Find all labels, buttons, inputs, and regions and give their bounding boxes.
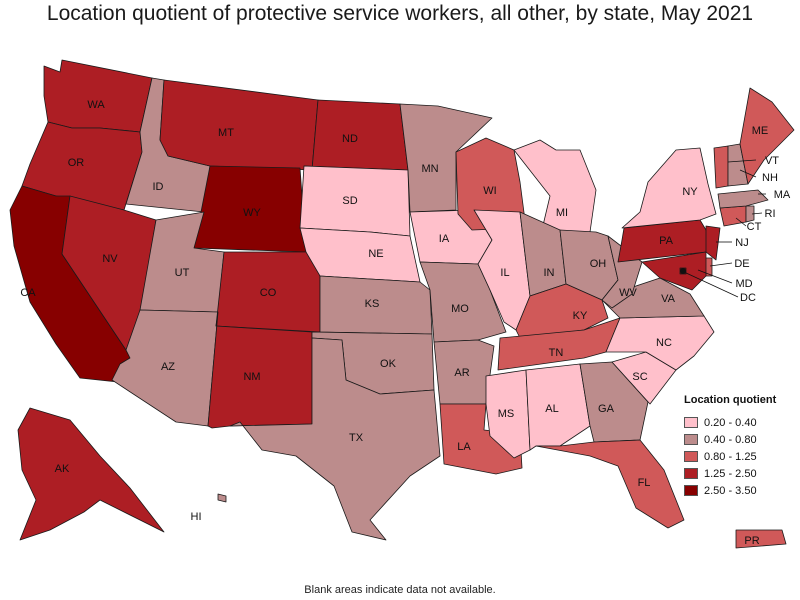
state-label-ga: GA [598, 403, 615, 415]
state-ny [621, 147, 717, 229]
state-label-al: AL [545, 403, 558, 415]
state-label-mt: MT [218, 127, 234, 139]
legend-swatch [684, 485, 698, 496]
state-label-wv: WV [619, 287, 637, 299]
state-label-md: MD [735, 278, 752, 290]
state-label-ct: CT [747, 221, 762, 233]
state-fl [535, 439, 685, 529]
state-ma [717, 189, 769, 209]
state-ks [319, 275, 433, 335]
state-label-co: CO [260, 287, 277, 299]
legend-label: 0.80 - 1.25 [704, 450, 757, 463]
state-label-me: ME [752, 125, 769, 137]
state-wi [455, 137, 527, 231]
state-md [641, 251, 707, 291]
state-label-nm: NM [243, 371, 260, 383]
state-leader-line [735, 217, 747, 227]
state-label-nj: NJ [735, 237, 748, 249]
state-label-ar: AR [454, 367, 469, 379]
state-mn [399, 103, 493, 213]
state-label-wi: WI [483, 185, 496, 197]
state-label-wy: WY [243, 207, 261, 219]
state-label-nc: NC [656, 337, 672, 349]
map-title: Location quotient of protective service … [46, 2, 754, 25]
state-label-sd: SD [342, 195, 357, 207]
state-vt [713, 145, 729, 189]
state-label-in: IN [544, 267, 555, 279]
state-label-pa: PA [659, 235, 674, 247]
state-label-vt: VT [765, 155, 779, 167]
state-wa [43, 59, 153, 133]
state-label-ky: KY [573, 310, 588, 322]
dc-marker [680, 268, 686, 274]
state-hi [217, 493, 227, 503]
state-label-ne: NE [368, 248, 383, 260]
legend-item: 0.40 - 0.80 [684, 431, 796, 448]
state-leader-line [697, 269, 733, 284]
state-label-az: AZ [161, 361, 175, 373]
state-label-il: IL [500, 267, 509, 279]
state-label-pr: PR [744, 535, 759, 547]
state-label-or: OR [68, 157, 85, 169]
state-label-ri: RI [765, 208, 776, 220]
state-nj [705, 225, 721, 261]
state-label-va: VA [661, 293, 676, 305]
state-label-la: LA [457, 441, 471, 453]
state-label-fl: FL [638, 477, 651, 489]
state-leader-line [683, 271, 739, 298]
legend-swatch [684, 468, 698, 479]
state-label-wa: WA [87, 99, 105, 111]
state-leader-line [739, 169, 757, 178]
legend-swatch [684, 451, 698, 462]
state-label-ok: OK [380, 358, 397, 370]
footnote: Blank areas indicate data not available. [304, 584, 496, 596]
state-label-id: ID [153, 181, 164, 193]
legend-label: 0.40 - 0.80 [704, 433, 757, 446]
state-ak [17, 407, 165, 541]
state-label-ma: MA [774, 189, 791, 201]
state-label-oh: OH [590, 258, 607, 270]
state-label-ia: IA [439, 233, 450, 245]
state-label-sc: SC [632, 371, 647, 383]
state-pr [735, 529, 787, 549]
state-label-mo: MO [451, 303, 469, 315]
state-label-tn: TN [549, 347, 564, 359]
state-tx [229, 337, 441, 541]
state-label-nd: ND [342, 133, 358, 145]
legend-item: 0.80 - 1.25 [684, 448, 796, 465]
legend-label: 2.50 - 3.50 [704, 484, 757, 497]
state-label-ak: AK [55, 463, 70, 475]
state-leader-line [727, 159, 757, 163]
state-label-hi: HI [191, 511, 202, 523]
legend-title: Location quotient [684, 394, 777, 406]
state-leader-line [709, 262, 733, 267]
state-label-tx: TX [349, 432, 364, 444]
state-label-mi: MI [556, 207, 568, 219]
legend-item: 2.50 - 3.50 [684, 482, 796, 499]
state-label-mn: MN [421, 163, 438, 175]
legend-label: 1.25 - 2.50 [704, 467, 757, 480]
state-mi [513, 139, 597, 239]
state-label-nv: NV [102, 253, 118, 265]
legend-item: 0.20 - 0.40 [684, 414, 796, 431]
state-label-de: DE [734, 258, 749, 270]
state-mt [159, 79, 319, 171]
state-label-dc: DC [740, 292, 756, 304]
legend-label: 0.20 - 0.40 [704, 416, 757, 429]
state-label-ny: NY [682, 186, 698, 198]
state-ri [745, 205, 755, 223]
state-label-ms: MS [498, 408, 515, 420]
legend-item: 1.25 - 2.50 [684, 465, 796, 482]
state-label-ca: CA [20, 287, 36, 299]
state-leader-line [751, 212, 763, 215]
legend: Location quotient 0.20 - 0.40 0.40 - 0.8… [684, 394, 796, 499]
state-label-ut: UT [175, 267, 190, 279]
state-label-nh: NH [762, 172, 778, 184]
state-label-ks: KS [365, 298, 380, 310]
legend-swatch [684, 417, 698, 428]
legend-swatch [684, 434, 698, 445]
